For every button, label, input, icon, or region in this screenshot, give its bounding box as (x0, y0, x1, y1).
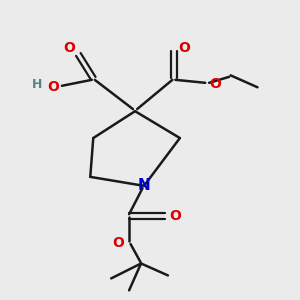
Text: H: H (32, 78, 42, 91)
Text: O: O (63, 41, 75, 56)
Text: N: N (138, 178, 150, 193)
Text: O: O (178, 41, 190, 56)
Text: O: O (169, 209, 181, 223)
Text: O: O (209, 77, 221, 91)
Text: O: O (47, 80, 59, 94)
Text: O: O (113, 236, 124, 250)
